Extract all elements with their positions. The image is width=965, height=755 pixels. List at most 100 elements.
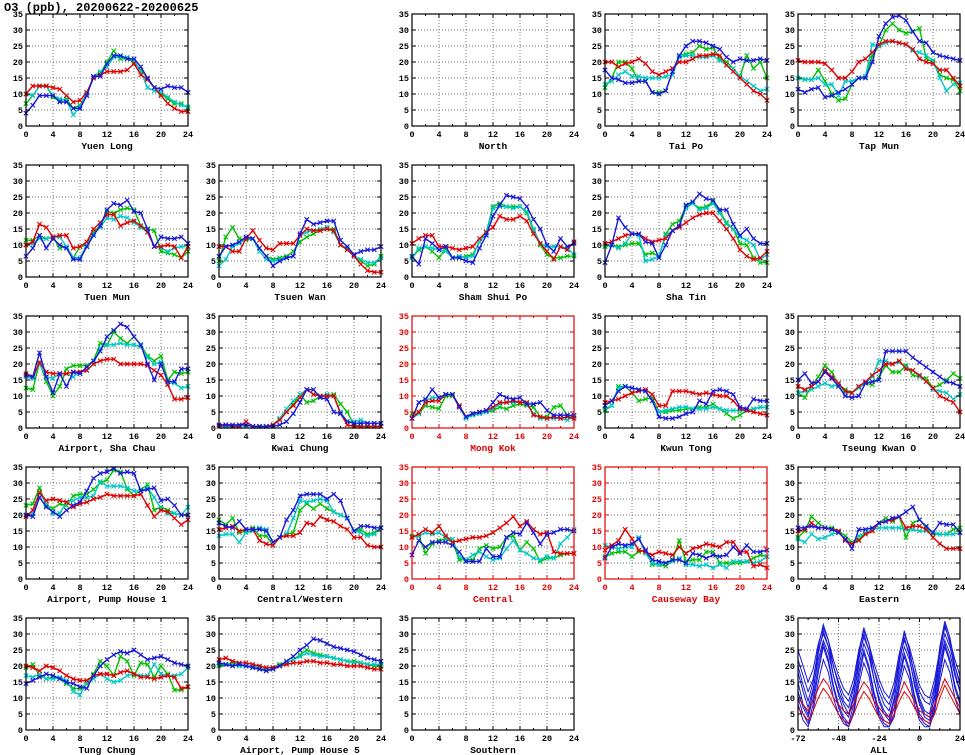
x-tick-label: 12 xyxy=(295,281,305,291)
x-tick-label: 16 xyxy=(515,130,525,140)
x-tick-label: 20 xyxy=(542,281,552,291)
subplot-airport-pump-house-1: 0 5 10 15 20 25 30 35 0 4 8 12 16 20 24 Airport, Pump H… xyxy=(0,453,193,605)
y-tick-label: 5 xyxy=(211,257,216,267)
y-tick-label: 0 xyxy=(404,575,409,585)
chart-svg: 0 5 10 15 20 25 30 35 0 4 8 12 16 20 24 Kwai Chung xyxy=(206,312,386,454)
y-tick-label: 5 xyxy=(404,257,409,267)
x-tick-label: 8 xyxy=(270,583,275,593)
x-tick-label: 12 xyxy=(681,432,691,442)
chart-svg: 0 5 10 15 20 25 30 35 0 4 8 12 16 20 24 Tap Mun xyxy=(785,10,965,152)
x-tick-label: 16 xyxy=(901,583,911,593)
y-tick-label: 15 xyxy=(13,527,23,537)
x-tick-label: 12 xyxy=(488,281,498,291)
chart-svg: 0 5 10 15 20 25 30 35 0 4 8 12 16 20 24 Airport, Pump H… xyxy=(206,614,386,755)
y-tick-label: 15 xyxy=(785,527,795,537)
y-tick-label: 10 xyxy=(206,392,216,402)
y-tick-label: 25 xyxy=(13,344,23,354)
subplot-mong-kok: 0 5 10 15 20 25 30 35 0 4 8 12 16 20 24 Mong Kok xyxy=(386,302,579,454)
x-tick-label: 8 xyxy=(463,130,468,140)
y-tick-label: 35 xyxy=(592,161,602,171)
cyan-series xyxy=(604,54,768,92)
x-tick-label: 24 xyxy=(762,583,772,593)
y-tick-label: 5 xyxy=(597,106,602,116)
x-tick-label: 24 xyxy=(569,734,579,744)
plot-frame xyxy=(218,617,382,731)
x-tick-label: 8 xyxy=(77,281,82,291)
cyan-series xyxy=(411,205,575,259)
y-tick-label: 25 xyxy=(399,193,409,203)
y-tick-label: 15 xyxy=(13,74,23,84)
y-tick-label: 15 xyxy=(592,527,602,537)
plot-frame xyxy=(411,617,575,731)
y-tick-label: 15 xyxy=(592,225,602,235)
subplot-title: Causeway Bay xyxy=(652,594,721,605)
subplot-title: Kwun Tong xyxy=(660,443,712,454)
empty-cell-r1c2 xyxy=(193,0,386,151)
y-tick-label: 25 xyxy=(13,42,23,52)
page-title: O3 (ppb), 20200622-20200625 xyxy=(4,1,199,15)
y-tick-label: 10 xyxy=(399,392,409,402)
x-tick-label: 4 xyxy=(243,281,248,291)
x-tick-label: 12 xyxy=(681,130,691,140)
x-tick-label: 24 xyxy=(183,734,193,744)
chart-svg: 0 5 10 15 20 25 30 35 0 4 8 12 16 20 24 Kwun Tong xyxy=(592,312,772,454)
x-tick-label: 16 xyxy=(515,583,525,593)
y-tick-label: 30 xyxy=(399,26,409,36)
chart-svg: 0 5 10 15 20 25 30 35 0 4 8 12 16 20 24 Eastern xyxy=(785,463,965,605)
y-tick-label: 15 xyxy=(399,527,409,537)
x-tick-label: 12 xyxy=(295,583,305,593)
y-tick-label: 15 xyxy=(785,678,795,688)
y-tick-label: 20 xyxy=(399,360,409,370)
y-tick-label: 25 xyxy=(399,646,409,656)
subplot-title: Tsuen Wan xyxy=(274,292,326,303)
x-tick-label: 20 xyxy=(735,583,745,593)
x-tick-label: 24 xyxy=(569,432,579,442)
y-tick-label: 35 xyxy=(592,463,602,473)
y-tick-label: 0 xyxy=(211,424,216,434)
subplot-kwai-chung: 0 5 10 15 20 25 30 35 0 4 8 12 16 20 24 Kwai Chung xyxy=(193,302,386,454)
y-tick-label: 25 xyxy=(13,193,23,203)
x-tick-label: 16 xyxy=(515,281,525,291)
y-tick-label: 20 xyxy=(206,662,216,672)
y-tick-label: 20 xyxy=(13,511,23,521)
x-tick-label: 8 xyxy=(463,432,468,442)
x-tick-label: 24 xyxy=(955,734,965,744)
x-tick-label: 4 xyxy=(629,281,634,291)
y-tick-label: 30 xyxy=(13,26,23,36)
x-tick-label: 0 xyxy=(602,583,607,593)
x-tick-label: 4 xyxy=(243,432,248,442)
y-tick-label: 20 xyxy=(785,662,795,672)
subplot-tseung-kwan-o: 0 5 10 15 20 25 30 35 0 4 8 12 16 20 24 Tseung Kwan O xyxy=(772,302,965,454)
x-tick-label: 16 xyxy=(708,130,718,140)
y-tick-label: 5 xyxy=(790,559,795,569)
subplot-tsuen-wan: 0 5 10 15 20 25 30 35 0 4 8 12 16 20 24 Tsuen Wan xyxy=(193,151,386,303)
subplot-tai-po: 0 5 10 15 20 25 30 35 0 4 8 12 16 20 24 Tai Po xyxy=(579,0,772,152)
x-tick-label: 8 xyxy=(77,734,82,744)
chart-svg: 0 5 10 15 20 25 30 35 0 4 8 12 16 20 24 Tsuen Wan xyxy=(206,161,386,303)
y-tick-label: 10 xyxy=(399,694,409,704)
x-tick-label: 16 xyxy=(901,432,911,442)
x-tick-label: 8 xyxy=(849,130,854,140)
y-tick-label: 25 xyxy=(592,42,602,52)
y-tick-label: 5 xyxy=(18,257,23,267)
x-tick-label: 20 xyxy=(156,130,166,140)
y-tick-label: 30 xyxy=(592,328,602,338)
x-tick-label: 24 xyxy=(183,583,193,593)
y-tick-label: 0 xyxy=(790,122,795,132)
chart-svg: 0 5 10 15 20 25 30 35 0 4 8 12 16 20 24 Airport, Sha Ch… xyxy=(13,312,193,454)
x-tick-label: 4 xyxy=(822,130,827,140)
plot-frame xyxy=(797,13,961,127)
y-tick-label: 20 xyxy=(399,662,409,672)
x-tick-label: -72 xyxy=(790,734,805,744)
blue-series xyxy=(797,632,961,706)
x-tick-label: 20 xyxy=(349,432,359,442)
y-tick-label: 0 xyxy=(18,726,23,736)
x-tick-label: 12 xyxy=(102,432,112,442)
y-tick-label: 30 xyxy=(13,177,23,187)
plot-frame xyxy=(411,466,575,580)
x-tick-label: 0 xyxy=(795,130,800,140)
y-tick-label: 30 xyxy=(206,328,216,338)
x-tick-label: 4 xyxy=(629,432,634,442)
x-tick-label: 16 xyxy=(901,130,911,140)
